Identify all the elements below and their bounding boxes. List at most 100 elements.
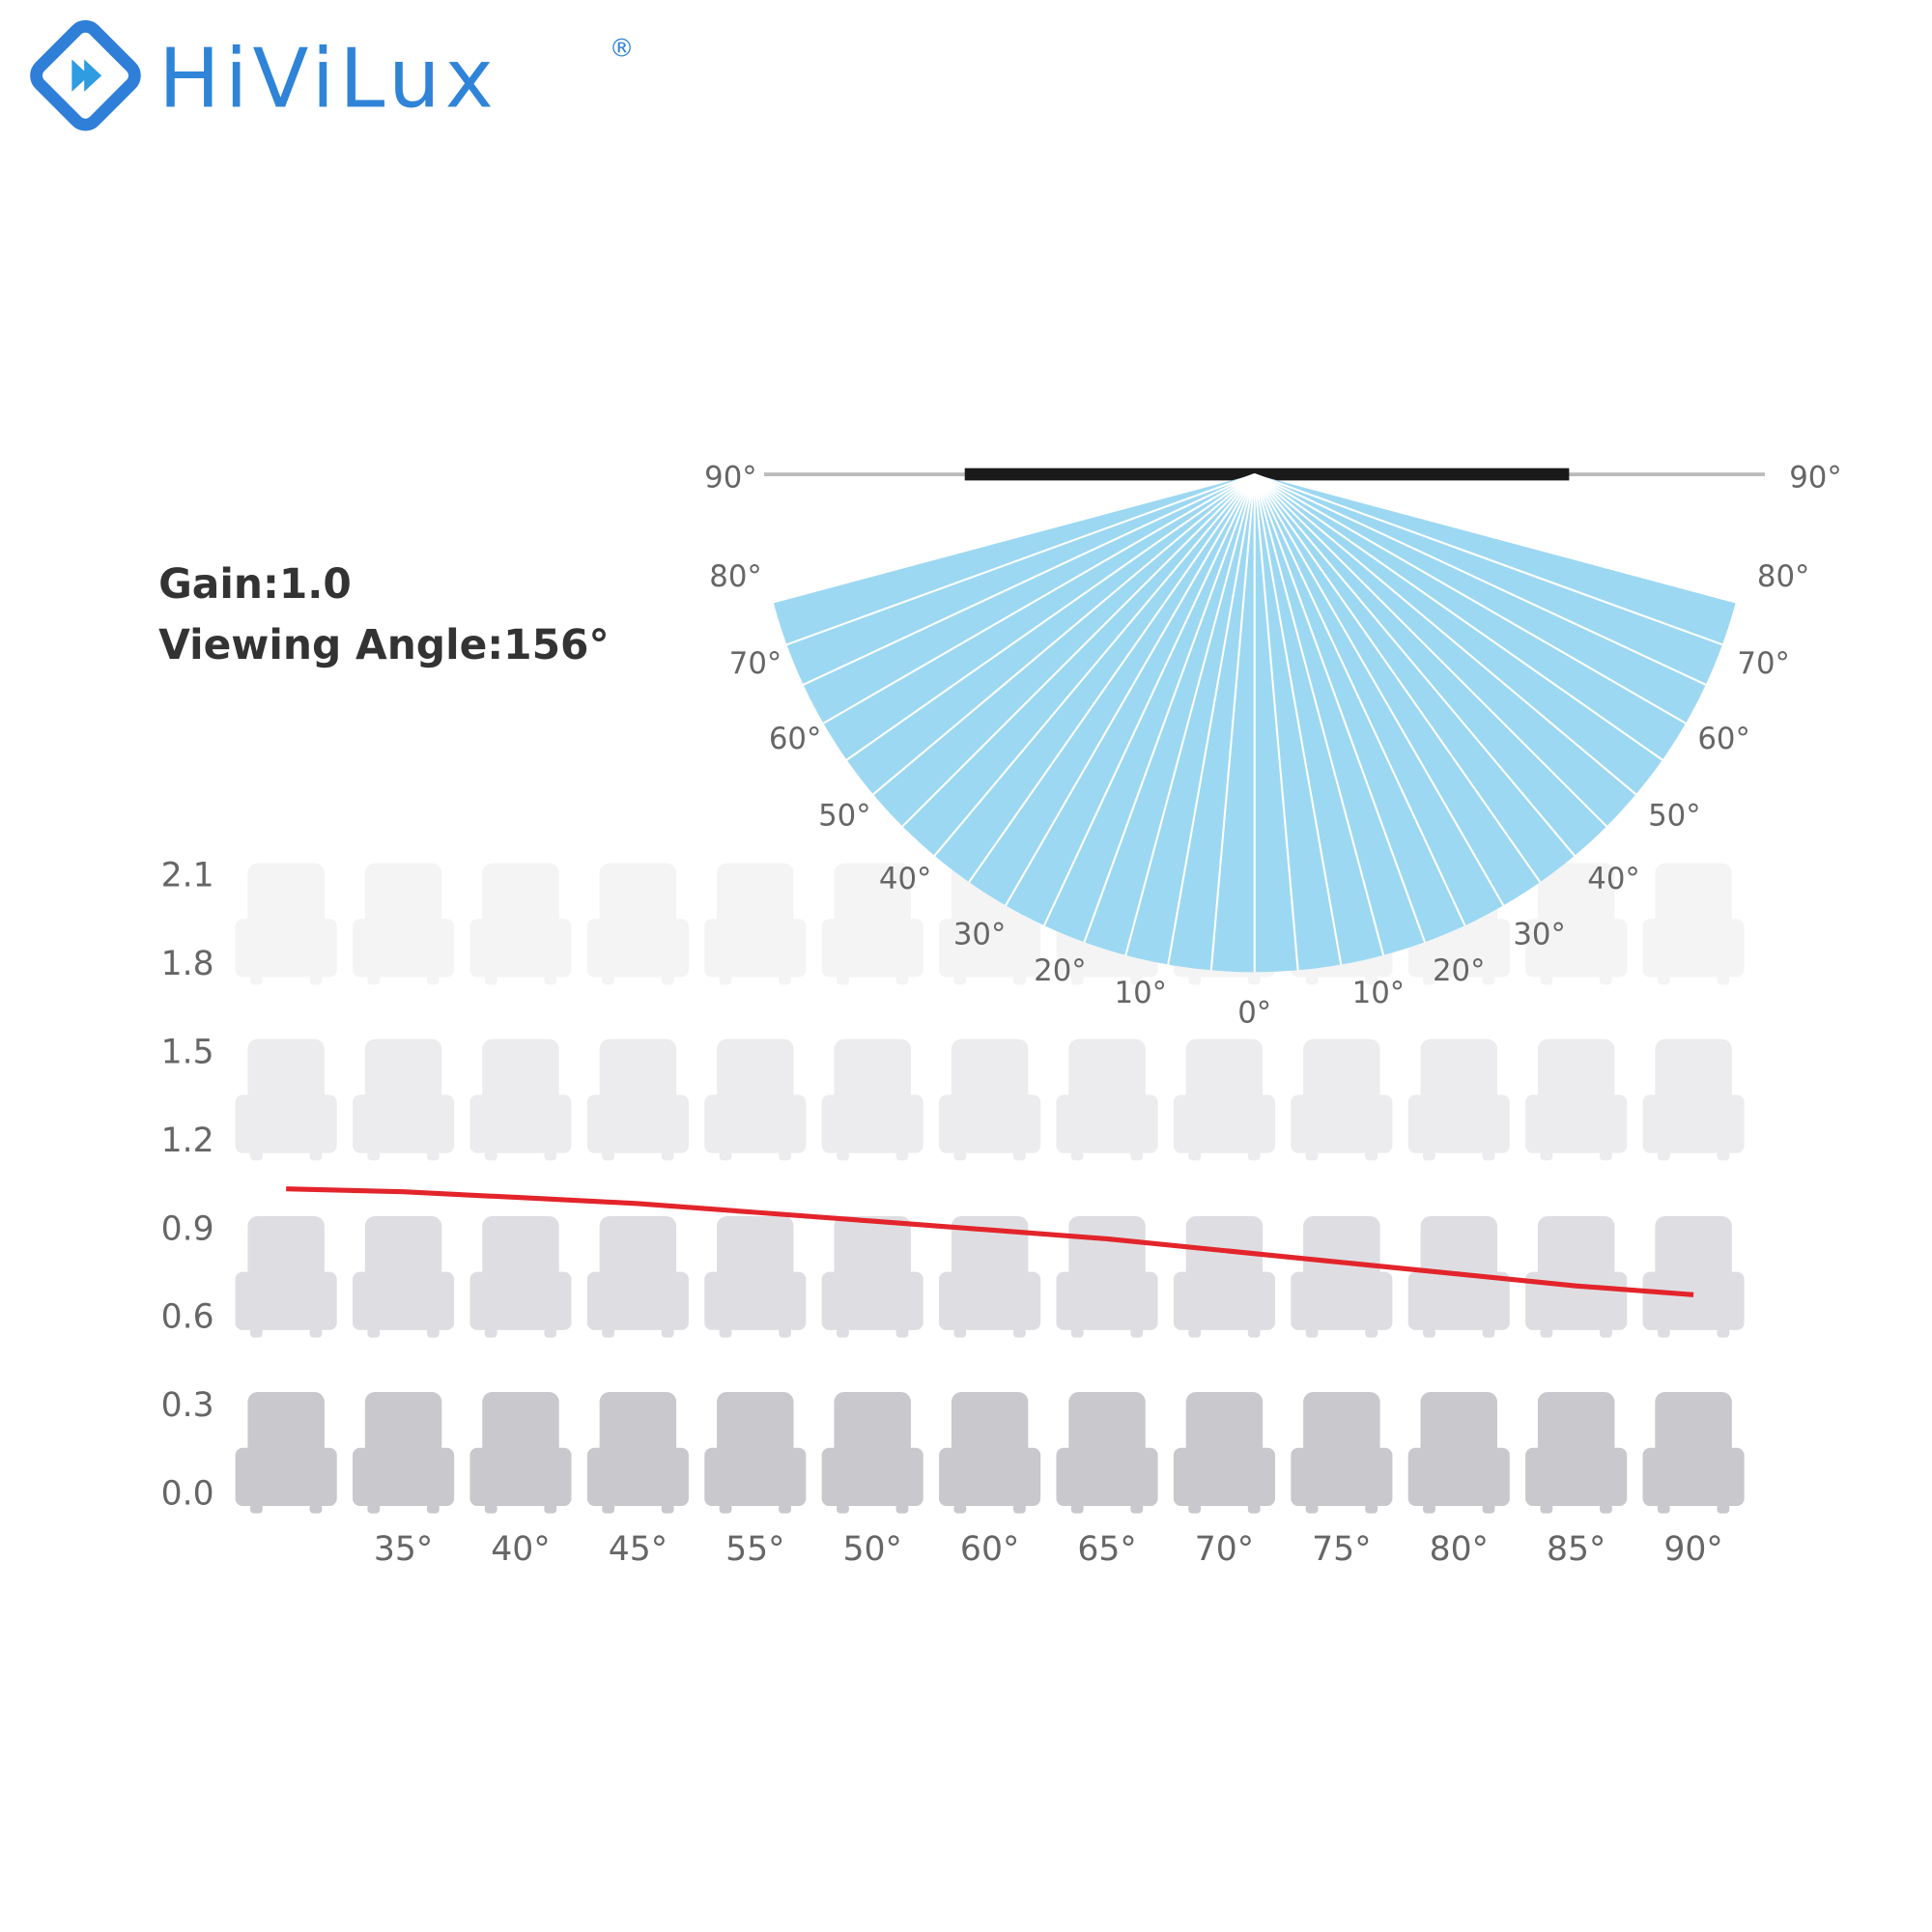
chair-seat [469,1094,572,1153]
chair-leg [895,1327,909,1338]
chair-leg [1540,974,1553,985]
fan-ray [1253,473,1299,971]
chair-seat [586,1271,689,1330]
angle-label: 50° [818,799,871,834]
chair-seat [1525,1094,1628,1153]
chair-leg [1012,974,1026,985]
angle-label: 60° [769,722,822,756]
chair-seat [939,1271,1041,1330]
chair-leg [1600,1151,1612,1161]
chair-seat [1525,919,1628,978]
chair-leg [602,1503,615,1514]
chair-leg [1423,974,1435,985]
chair-leg [1600,1327,1612,1338]
chair [1291,1215,1393,1338]
angle-label: 40° [1587,862,1640,896]
chair-leg [895,1151,909,1161]
angle-label: 80° [709,559,762,594]
plot: 0.0 0.3 0.6 0.9 1.2 1.5 1.8 2.1 35° 40° 45° 55° 50° 6… [161,857,1723,1569]
chair-leg [1130,1151,1144,1161]
chair-leg [1540,1503,1553,1514]
chair-leg [1365,1151,1378,1161]
chair-seat [821,1447,923,1506]
chair-leg [426,974,440,985]
y-tick-label: 0.6 [161,1298,214,1337]
chair-leg [1657,974,1670,985]
gain-line [286,1186,1694,1297]
chair-seat [1642,1271,1745,1330]
x-tick-label: 85° [1547,1530,1605,1569]
chair-seat [704,1271,807,1330]
y-tick-label: 1.2 [161,1122,214,1160]
chair-leg [1600,1503,1612,1514]
chair-leg [719,974,732,985]
chair-leg [837,1151,849,1161]
chair-seat [353,1271,455,1330]
fan-ray [1253,473,1385,956]
chair-seat [1407,1094,1510,1153]
chair [469,1215,572,1338]
chair-seat [586,919,689,978]
angle-label: 80° [1757,559,1810,594]
logo: HiViLux ® [30,19,634,131]
angle-label: 30° [953,918,1007,952]
chair [1525,1038,1628,1161]
chair-seat [704,1094,807,1153]
chair-leg [367,1503,381,1514]
chair-seat [704,919,807,978]
chair-leg [602,1327,615,1338]
chair-seat [821,1094,923,1153]
chair-leg [544,1151,557,1161]
chair-leg [661,1151,674,1161]
viewing-fan: 90°80°70°60°50°40°30°20°10°90°80°70°60°5… [704,461,1842,1031]
chair-seat [235,1447,337,1506]
chair [1525,863,1628,985]
chair [353,1215,455,1338]
chair-leg [719,1151,732,1161]
chair-leg [1130,1327,1144,1338]
chair-leg [1482,1151,1495,1161]
fan-ray [1253,473,1505,906]
chair-leg [1012,1503,1026,1514]
x-tick-label: 75° [1312,1530,1371,1569]
chair-leg [1540,1327,1553,1338]
chair [821,1038,923,1161]
chair-leg [367,974,381,985]
chair [821,1215,923,1338]
chair-leg [837,1503,849,1514]
angle-label: 50° [1648,799,1701,834]
chair-seat [353,1447,455,1506]
chair-seat [586,1094,689,1153]
chair-leg [309,974,323,985]
chair-leg [779,974,791,985]
chair-leg [1482,1327,1495,1338]
fan-ray [1254,473,1687,724]
chart-subtitle: Viewing Angle:156° [158,621,610,668]
logo-text: HiViLux [158,31,498,127]
chair [586,1392,689,1514]
chair [1173,1038,1275,1161]
chair-leg [249,1327,263,1338]
chair-leg [484,1503,497,1514]
chair-leg [1012,1151,1026,1161]
fan-ray [803,473,1256,686]
chair [821,1392,923,1514]
angle-label: 0° [1237,996,1271,1031]
fan-ray [845,473,1256,761]
chair-leg [309,1327,323,1338]
fan-ray [1254,473,1637,796]
chair-leg [1365,1503,1378,1514]
chair [1525,1392,1628,1514]
chair-leg [1423,1503,1435,1514]
chair [235,1392,337,1514]
chair-seat [469,1447,572,1506]
chair-leg [1188,1327,1202,1338]
chair-leg [661,1327,674,1338]
angle-label: 60° [1697,722,1750,756]
chair-leg [249,1151,263,1161]
fan-ray [1005,473,1256,906]
angle-label: 70° [729,646,782,681]
chair-leg [544,974,557,985]
chair-leg [779,1503,791,1514]
